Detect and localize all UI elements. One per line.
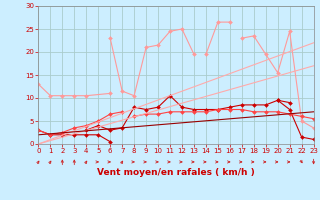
X-axis label: Vent moyen/en rafales ( km/h ): Vent moyen/en rafales ( km/h ) [97,168,255,177]
